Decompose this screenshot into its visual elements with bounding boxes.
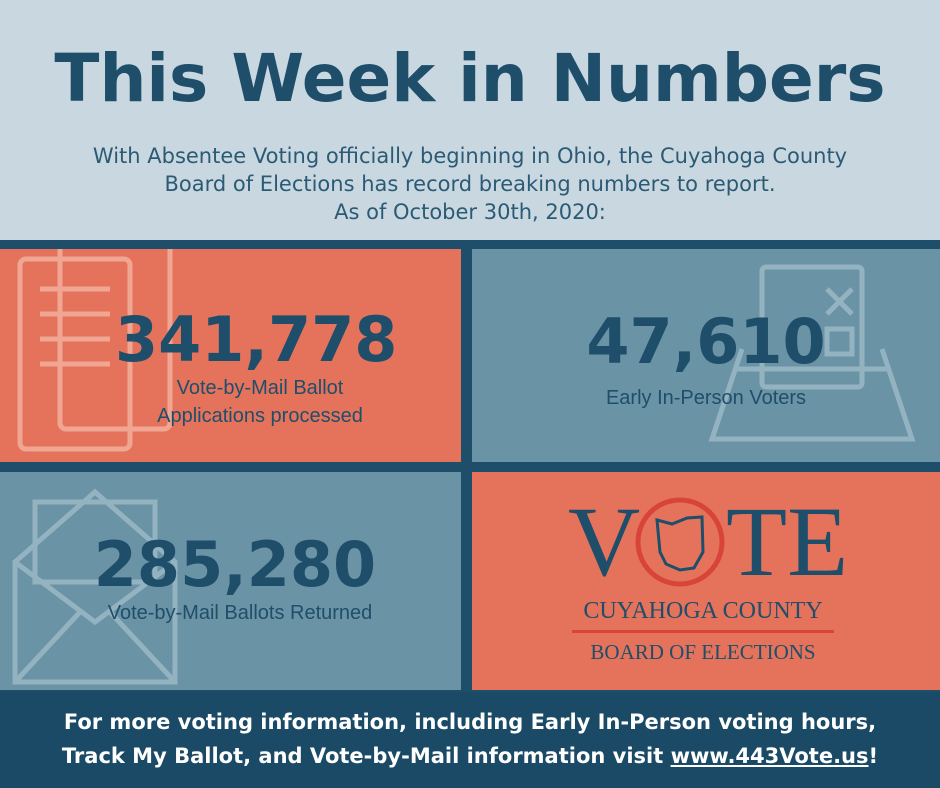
logo-letters: V [568,486,641,597]
footer-line: For more voting information, including E… [63,710,877,734]
title: This Week in Numbers [54,40,886,117]
footer-link[interactable]: www.443Vote.us [670,744,869,768]
footer: For more voting information, including E… [0,692,940,788]
stat-label: Applications processed [157,405,363,427]
footer-text: Track My Ballot, and Vote-by-Mail inform… [61,744,671,768]
stat-number: 341,778 [115,303,398,376]
logo-tile: V TE CUYAHOGA COUNTY BOARD OF ELECTIONS [472,472,940,690]
tile: 341,778 Vote-by-Mail Ballot Applications… [0,249,461,462]
logo-line: BOARD OF ELECTIONS [590,640,816,664]
logo-circle [572,497,834,633]
subtitle-line: As of October 30th, 2020: [334,200,606,224]
stat-label: Vote-by-Mail Ballot [176,377,344,399]
stat-number: 47,610 [586,305,826,378]
footer-text: ! [868,744,879,768]
document-icon [17,249,173,452]
stat-number: 285,280 [93,528,377,601]
subtitle-line: Board of Elections has record breaking n… [164,172,776,196]
tile: 47,610 Early In-Person Voters [472,249,940,462]
logo-line: CUYAHOGA COUNTY [583,598,823,624]
footer-line: Track My Ballot, and Vote-by-Mail inform… [0,744,940,768]
stat-label: Vote-by-Mail Ballots Returned [107,602,373,624]
ballot-box-icon [708,264,916,442]
header: This Week in Numbers With Absentee Votin… [0,0,940,240]
subtitle-line: With Absentee Voting officially beginnin… [92,144,848,168]
tile: 285,280 Vote-by-Mail Ballots Returned [0,472,461,690]
envelope-icon [12,488,178,685]
stat-label: Early In-Person Voters [605,387,807,409]
logo-letters: TE [726,486,849,597]
